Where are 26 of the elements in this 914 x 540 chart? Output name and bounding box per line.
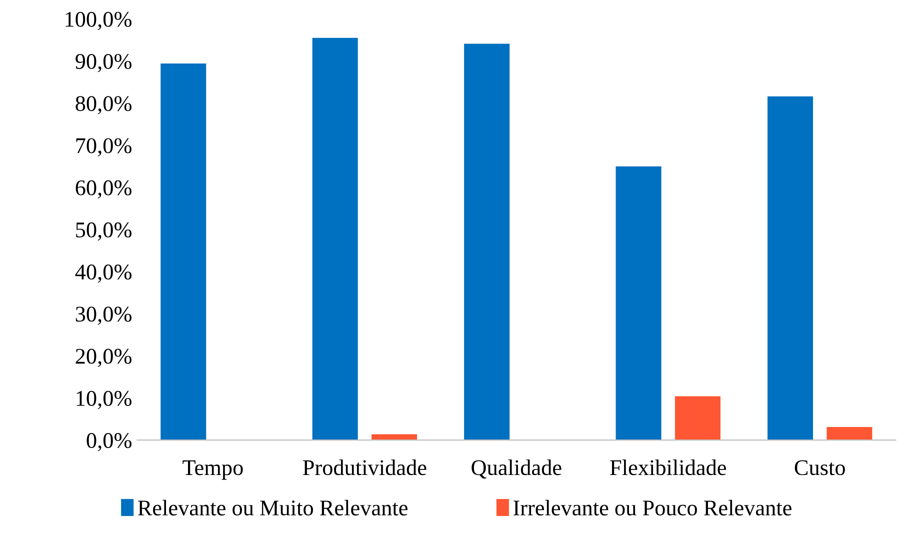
bar [674,396,720,440]
y-tick-label: 10,0% [76,390,132,410]
bar [312,38,358,440]
bar [160,64,206,440]
y-tick-label: 20,0% [76,348,132,367]
bar [372,434,418,440]
bar [616,166,662,440]
y-tick-label: 60,0% [76,180,132,199]
bar [768,96,814,440]
y-tick-label: 70,0% [76,138,132,156]
y-tick-label: 90,0% [76,54,132,72]
y-tick-label: 40,0% [75,264,132,283]
bar [826,427,872,440]
y-tick-label: 0,0% [86,433,132,452]
y-tick-label: 50,0% [76,222,132,241]
x-tick-label: Qualidade [472,460,562,479]
x-tick-label: Tempo [182,460,243,480]
x-tick-label: Flexibilidade [610,460,726,476]
legend-label: Irrelevante ou Pouco Relevante [514,500,792,516]
x-tick-label: Produtividade [302,460,426,476]
x-tick-label: Custo [794,460,845,476]
y-tick-label: 100,0% [66,12,132,30]
bar [464,44,510,440]
legend-label: Relevante ou Muito Relevante [138,500,408,516]
y-tick-label: 30,0% [76,306,132,325]
y-tick-label: 80,0% [76,96,132,114]
